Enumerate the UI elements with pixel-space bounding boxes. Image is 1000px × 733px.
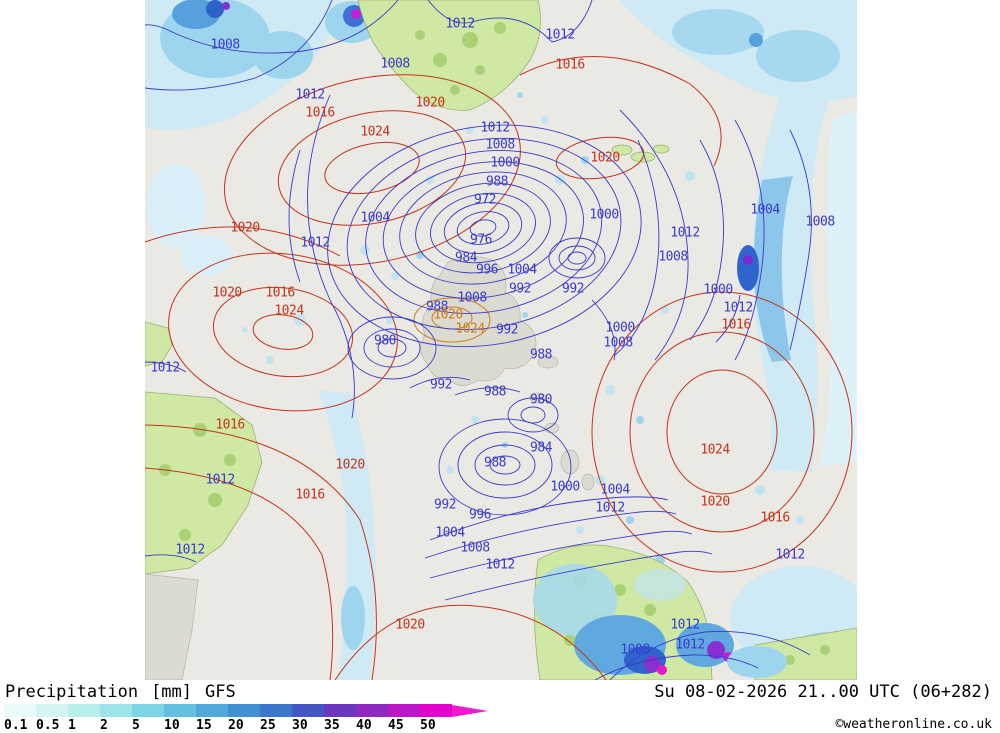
scale-value: 30 [292,718,308,733]
scale-segment [68,704,100,717]
copyright: ©weatheronline.co.uk [835,717,992,732]
scale-arrow [452,704,488,717]
scale-segment [324,704,356,717]
scale-segment [292,704,324,717]
heavy-precipitation [533,564,787,678]
scale-segment [36,704,68,717]
legend-title: Precipitation [5,681,139,702]
scale-value: 50 [420,718,436,733]
scale-segment [388,704,420,717]
map-graphic [145,0,857,680]
scale-value: 0.1 [4,718,28,733]
scale-value: 10 [164,718,180,733]
legend-header: Precipitation [mm] GFS Su 08-02-2026 21..0… [5,681,992,702]
legend-bar: Precipitation [mm] GFS Su 08-02-2026 21..0… [0,680,1000,733]
scale-value: 35 [324,718,340,733]
scale-segment [132,704,164,717]
scale-value: 25 [260,718,276,733]
isobars-low [145,0,812,680]
scale-segment [260,704,292,717]
polar-land [145,256,595,680]
scale-value: 2 [100,718,108,733]
weather-map: 1008 1012 1012 1008 1016 1012 1016 1020 1024 1012… [145,0,857,680]
scale-value: 45 [388,718,404,733]
scale-segment [100,704,132,717]
legend-unit: [mm] [151,681,193,702]
legend-datetime: Su 08-02-2026 21..00 UTC (06+282) [654,681,992,702]
legend-model: GFS [205,681,236,702]
legend-title-group: Precipitation [mm] GFS [5,682,249,702]
scale-value: 5 [132,718,140,733]
scale-value: 1 [68,718,76,733]
scale-segment [196,704,228,717]
scale-values-row: 0.1 0.5 1 2 5 10 15 20 25 30 35 40 45 50 [4,718,452,733]
scale-segment [356,704,388,717]
scale-segment [4,704,36,717]
scale-value: 0.5 [36,718,60,733]
scale-value: 20 [228,718,244,733]
scale-segment [164,704,196,717]
scale-value: 15 [196,718,212,733]
scale-segment [420,704,452,717]
scale-segment [228,704,260,717]
precipitation-scale-bar [4,704,488,717]
scale-value: 40 [356,718,372,733]
